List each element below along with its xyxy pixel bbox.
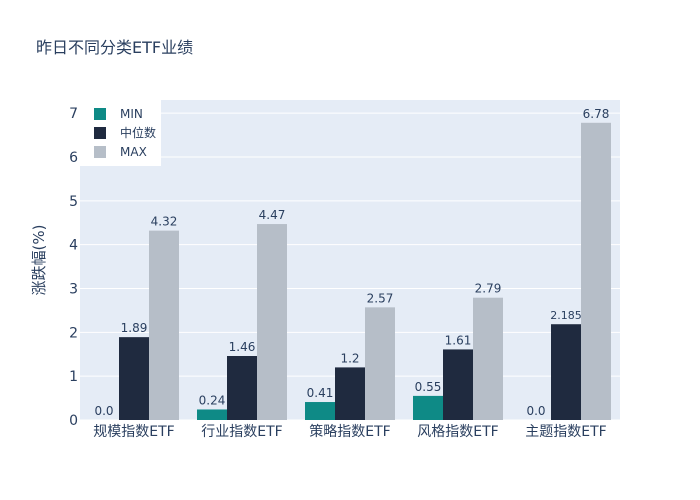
data-label: 6.78	[583, 107, 610, 121]
bar	[149, 230, 179, 420]
data-label: 1.61	[445, 333, 472, 347]
y-axis-ticks: 0 1 2 3 4 5 6 7	[69, 106, 78, 429]
bar	[335, 367, 365, 420]
x-category-label: 策略指数ETF	[309, 423, 390, 440]
legend-swatch[interactable]	[94, 127, 106, 139]
bar	[473, 297, 503, 420]
bar	[305, 402, 335, 420]
bar	[119, 337, 149, 420]
bar	[257, 224, 287, 420]
data-label: 0.24	[199, 393, 226, 407]
bar	[227, 356, 257, 420]
y-tick-label: 1	[69, 369, 78, 385]
data-label: 1.2	[340, 351, 359, 365]
data-labels: 0.0 1.89 4.32 0.24 1.46 4.47 0.41 1.2 2.57 0.55 1.…	[94, 107, 609, 418]
x-category-label: 风格指数ETF	[417, 424, 498, 440]
legend-box	[80, 100, 161, 166]
data-label: 2.79	[475, 282, 502, 296]
legend-swatch[interactable]	[94, 146, 106, 158]
y-tick-label: 7	[69, 106, 78, 122]
data-label: 0.0	[526, 404, 545, 418]
data-label: 1.89	[121, 321, 148, 335]
x-category-label: 行业指数ETF	[201, 424, 282, 440]
data-label: 0.55	[415, 380, 442, 394]
bars	[119, 122, 611, 420]
bar	[551, 324, 581, 420]
data-label: 2.185	[550, 309, 582, 322]
y-tick-label: 3	[69, 281, 78, 297]
x-category-label: 主题指数ETF	[525, 424, 606, 440]
data-label: 4.47	[259, 208, 286, 222]
bar	[197, 409, 227, 420]
y-tick-label: 2	[69, 325, 78, 341]
y-tick-label: 0	[69, 413, 78, 429]
legend-swatch[interactable]	[94, 108, 106, 120]
data-label: 0.41	[307, 386, 334, 400]
data-label: 4.32	[151, 215, 178, 229]
y-axis-label: 涨跌幅(%)	[30, 225, 48, 296]
legend-label[interactable]: MAX	[120, 145, 147, 159]
bar	[413, 395, 443, 420]
legend-label[interactable]: MIN	[120, 107, 143, 121]
legend[interactable]: MIN 中位数 MAX	[80, 100, 161, 166]
data-label: 0.0	[94, 404, 113, 418]
bar	[581, 122, 611, 420]
data-label: 1.46	[229, 340, 256, 354]
y-tick-label: 5	[69, 194, 78, 210]
y-tick-label: 4	[69, 238, 78, 254]
x-category-label: 规模指数ETF	[93, 424, 174, 440]
y-tick-label: 6	[69, 150, 78, 166]
bar	[443, 349, 473, 420]
legend-label[interactable]: 中位数	[120, 125, 156, 140]
chart-title: 昨日不同分类ETF业绩	[36, 38, 194, 57]
data-label: 2.57	[367, 291, 394, 305]
bar	[365, 307, 395, 420]
x-axis-categories: 规模指数ETF 行业指数ETF 策略指数ETF 风格指数ETF 主题指数ETF	[93, 423, 606, 440]
